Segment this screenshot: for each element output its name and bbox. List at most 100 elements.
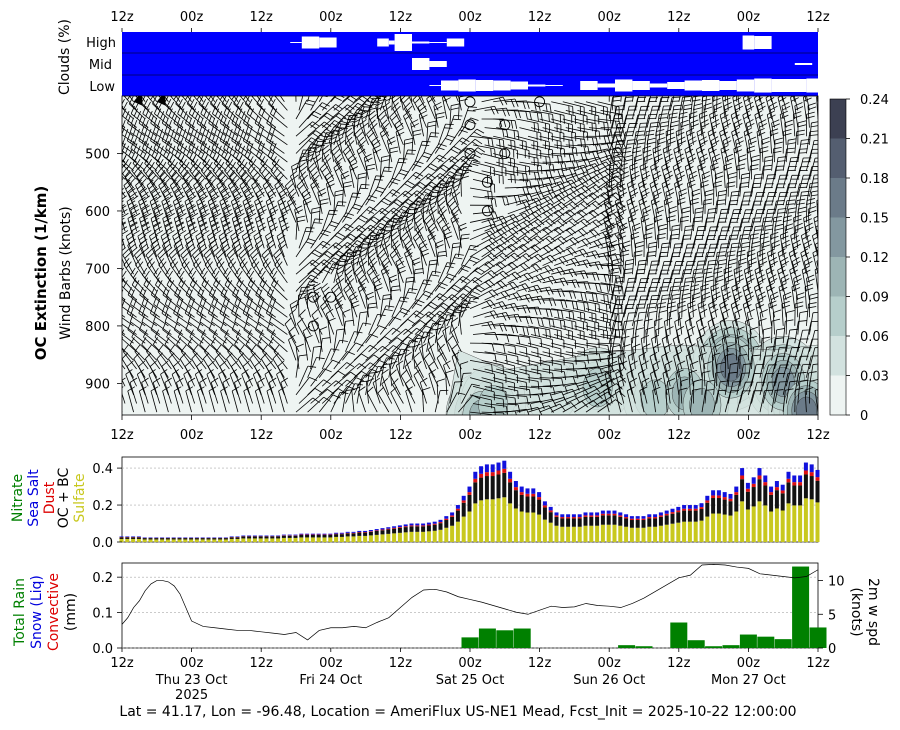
wind-barb-flag — [185, 213, 194, 219]
wind-barb-shaft — [635, 329, 637, 352]
wind-barb-flag — [220, 321, 225, 330]
wind-barb-flag — [150, 234, 158, 241]
wind-barb-flag — [196, 115, 201, 124]
wind-barb-flag — [197, 200, 205, 206]
wind-barb-flag — [135, 258, 142, 266]
wind-barb-flag — [211, 247, 219, 254]
wind-barb-flag — [162, 200, 171, 206]
wind-barb-flag — [175, 178, 182, 185]
wind-barb-flag — [223, 105, 228, 114]
wind-barb-flag — [209, 217, 218, 223]
wind-barb-shaft — [173, 390, 181, 413]
wind-barb-flag — [246, 267, 252, 276]
wind-barb-flag — [137, 231, 145, 237]
wind-barb-flag — [129, 204, 137, 210]
wind-barb-flag — [231, 234, 239, 241]
wind-barb-flag — [200, 151, 206, 159]
cloud-low-box — [580, 81, 598, 90]
wind-barb-flag — [157, 280, 163, 288]
wind-barb-flag — [153, 296, 157, 305]
wind-barb-flag — [163, 204, 172, 210]
wind-barb-flag — [145, 352, 152, 360]
cloud-high-box — [388, 40, 395, 45]
wind-barb-flag — [227, 344, 233, 352]
wind-barb-flag — [187, 313, 192, 322]
wind-barb-flag — [187, 221, 196, 227]
wind-barb-flag — [171, 369, 180, 375]
wind-barb-flag — [247, 277, 253, 286]
wind-barb-flag — [234, 140, 239, 149]
wind-barb-shaft — [171, 374, 181, 396]
wind-barb-flag — [429, 136, 438, 138]
wind-barb-flag — [142, 151, 148, 159]
wind-barb-flag — [255, 239, 262, 246]
wind-barb-shaft — [234, 321, 253, 335]
wind-barb-flag — [209, 188, 217, 194]
wind-barb-flag — [230, 161, 236, 170]
wind-barb-flag — [146, 280, 151, 288]
wind-barb-flag — [215, 101, 221, 110]
wind-barb-flag — [144, 156, 150, 164]
wind-barb-flag — [249, 166, 256, 174]
wind-barb-flag — [221, 148, 226, 157]
wind-barb-flag — [177, 289, 182, 298]
wind-barb-flag — [104, 305, 107, 313]
wind-barb-shaft — [141, 344, 158, 361]
wind-barb-flag — [199, 337, 205, 345]
wind-barb-flag — [226, 119, 231, 129]
wind-barb-flag — [142, 226, 151, 232]
wind-barb-flag — [184, 132, 189, 141]
wind-barb-shaft — [122, 392, 126, 404]
wind-barb-flag — [194, 145, 199, 154]
wind-barb-shaft — [169, 351, 184, 370]
wind-barb-flag — [109, 99, 113, 106]
wind-barb-flag — [245, 124, 250, 133]
wind-barb-flag — [127, 234, 135, 241]
wind-barb-flag — [166, 163, 172, 171]
wind-barb-shaft — [122, 204, 123, 206]
wind-barb-flag — [176, 222, 185, 228]
wind-barb-flag — [172, 261, 179, 269]
wind-barb-flag — [123, 158, 129, 167]
wind-barb-shaft — [157, 351, 172, 370]
cloud-low-box — [429, 85, 441, 86]
wind-barb-flag — [111, 143, 114, 151]
wind-barb-shaft — [122, 159, 134, 172]
top-tick-label: 12z — [250, 10, 274, 25]
wind-barb-shaft — [199, 321, 219, 335]
wind-barb-flag — [150, 132, 154, 141]
wind-barb-flag — [217, 252, 224, 259]
wind-barb-flag — [141, 337, 147, 345]
wind-barb-flag — [122, 296, 123, 298]
wind-barb-flag — [159, 128, 164, 137]
wind-barb-flag — [173, 186, 181, 193]
wind-barb-flag — [141, 307, 146, 316]
wind-barb-flag — [151, 148, 156, 157]
wind-barb-shaft — [153, 321, 172, 335]
wind-barb-flag — [228, 252, 236, 259]
wind-barb-shaft — [122, 187, 123, 188]
wind-barb-flag — [122, 99, 125, 105]
wind-barb-flag — [246, 117, 251, 126]
wind-barb-shaft — [219, 366, 230, 387]
wind-barb-flag — [225, 230, 233, 236]
wind-barb-flag — [116, 305, 119, 313]
wind-barb-flag — [201, 277, 207, 286]
wind-barb-flag — [233, 178, 240, 185]
wind-barb-flag — [122, 239, 123, 242]
wind-barb-flag — [248, 156, 254, 164]
wind-barb-flag — [214, 143, 219, 152]
wind-barb-shaft — [164, 321, 184, 335]
wind-barb-flag — [191, 126, 195, 135]
wind-barb-flag — [212, 329, 218, 338]
wind-barb-flag — [152, 178, 159, 185]
wind-barb-flag — [197, 239, 204, 246]
wind-barb-shaft — [192, 351, 207, 370]
wind-barb-flag — [210, 178, 217, 185]
wind-barb-flag — [114, 369, 121, 374]
wind-barb-flag — [181, 258, 188, 266]
wind-barb-shaft — [122, 257, 126, 266]
wind-barb-flag — [129, 377, 138, 383]
wind-barb-shaft — [146, 351, 161, 370]
wind-barb-flag — [220, 386, 228, 392]
